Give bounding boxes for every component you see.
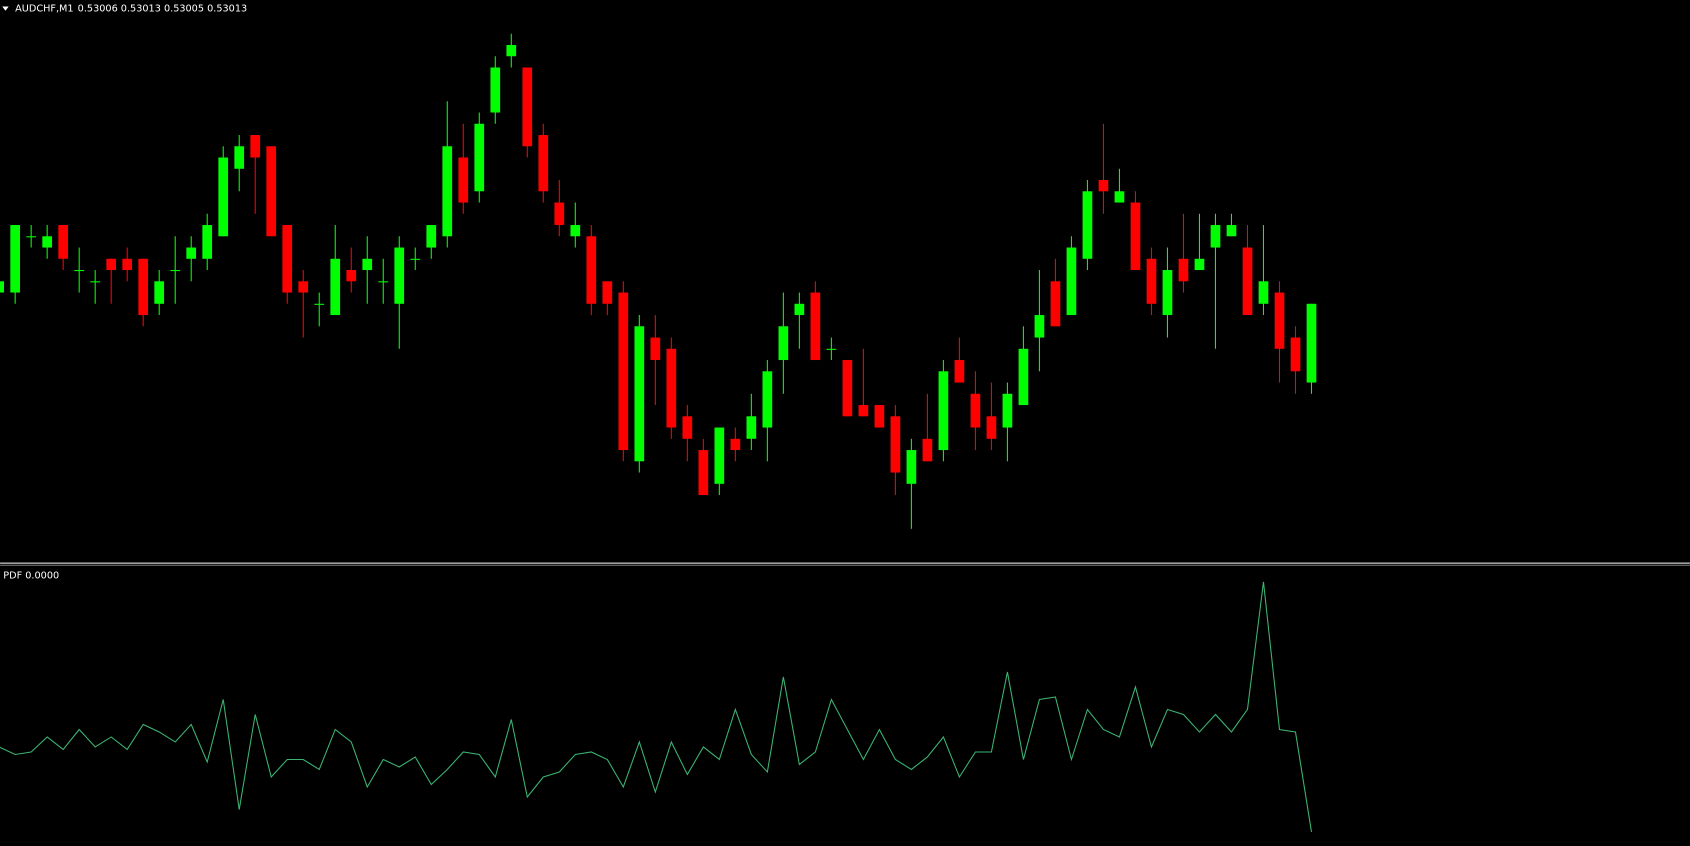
symbol-title: AUDCHF,M1 (15, 4, 73, 15)
candle-body (554, 202, 565, 226)
candle-body (1226, 225, 1237, 237)
candle-body (1162, 270, 1173, 316)
candle-body (346, 270, 357, 282)
candle-body (746, 416, 757, 439)
candle-body (10, 225, 21, 293)
candle-body (314, 303, 325, 305)
candle-body (698, 450, 709, 496)
candle-body (810, 292, 821, 361)
candle-body (138, 258, 149, 316)
candle-body (650, 337, 661, 361)
candle-body (506, 45, 517, 57)
candle-body (538, 135, 549, 192)
ohlc-text: 0.53006 0.53013 0.53005 0.53013 (78, 4, 247, 15)
candle-body (0, 281, 5, 293)
indicator-title: PDF 0.0000 (3, 570, 59, 581)
candle-body (186, 247, 197, 259)
candle-body (730, 438, 741, 451)
candle-body (666, 348, 677, 428)
candle-body (90, 281, 101, 283)
candle-body (362, 258, 373, 271)
candle-body (858, 405, 869, 417)
candle-body (1034, 315, 1045, 338)
candle-body (74, 270, 85, 272)
candle-body (970, 393, 981, 428)
candle-body (282, 225, 293, 293)
candle-body (250, 135, 261, 158)
candle-body (1082, 191, 1093, 259)
candle-body (458, 157, 469, 203)
candle-body (1258, 281, 1269, 304)
candle-body (26, 236, 37, 238)
candle-body (522, 67, 533, 147)
candle-body (714, 427, 725, 484)
candle-body (1290, 337, 1301, 372)
candle-body (794, 303, 805, 316)
candle-body (330, 258, 341, 316)
candle-body (1050, 281, 1061, 327)
candle-body (954, 360, 965, 383)
candle-body (426, 225, 437, 248)
menu-triangle[interactable] (2, 6, 9, 11)
candle-body (474, 123, 485, 192)
candle-body (1066, 247, 1077, 316)
candle-body (1194, 258, 1205, 271)
candle-body (170, 270, 181, 272)
candle-body (922, 438, 933, 462)
candle-body (826, 348, 837, 350)
candle-body (42, 236, 53, 248)
candle-body (938, 371, 949, 451)
candle-body (1306, 303, 1317, 383)
candle-body (1018, 348, 1029, 406)
candle-body (986, 416, 997, 439)
candle-body (1098, 180, 1109, 192)
candle-body (682, 416, 693, 439)
candle-body (570, 225, 581, 237)
candle-body (1130, 202, 1141, 271)
candle-body (266, 146, 277, 237)
candle-body (234, 146, 245, 169)
candle-body (906, 450, 917, 484)
candle-body (490, 67, 501, 113)
candle-body (890, 416, 901, 473)
candle-body (1114, 191, 1125, 203)
candle-body (1146, 258, 1157, 304)
candle-body (202, 225, 213, 259)
candle-body (106, 258, 117, 271)
candle-body (618, 292, 629, 451)
indicator-line (0, 581, 1313, 833)
candle-body (602, 281, 613, 304)
candle-body (394, 247, 405, 304)
candle-body (154, 281, 165, 304)
candle-body (1210, 225, 1221, 248)
candle-body (298, 281, 309, 293)
candle-body (842, 360, 853, 417)
candle-body (1274, 292, 1285, 349)
candle-body (58, 225, 69, 259)
candle-body (1002, 393, 1013, 428)
candle-body (122, 258, 133, 271)
candle-body (442, 146, 453, 237)
candle-body (634, 326, 645, 462)
candle-body (762, 371, 773, 428)
candle-body (410, 258, 421, 260)
candle-body (1178, 258, 1189, 282)
candle-body (586, 236, 597, 304)
candle-body (378, 281, 389, 283)
candle-body (1242, 247, 1253, 316)
candle-body (874, 405, 885, 428)
candle-body (778, 326, 789, 361)
candle-body (218, 157, 229, 237)
